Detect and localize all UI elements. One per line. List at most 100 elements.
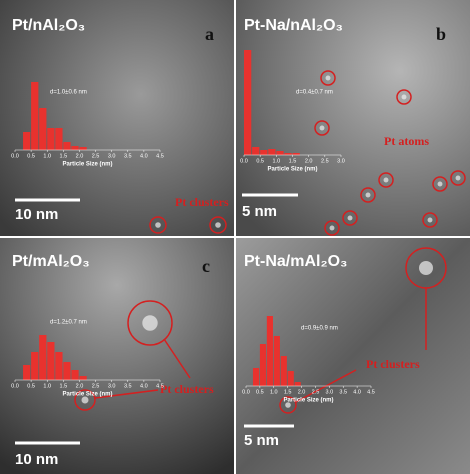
x-tick-label: 3.0 [326, 389, 334, 395]
histogram-bar [79, 376, 87, 380]
x-tick-label: 4.0 [353, 389, 361, 395]
scale-bar-label: 10 nm [15, 206, 58, 223]
panel-title: Pt/mAl₂O₃ [12, 253, 90, 270]
particle [347, 215, 353, 221]
histogram-stat: d=0.4±0.7 nm [296, 90, 333, 96]
histogram-bar [273, 336, 280, 386]
x-tick-label: 1.5 [60, 383, 68, 389]
histogram-bar [55, 128, 63, 150]
x-tick-label: 4.0 [140, 383, 148, 389]
highlight-circle [432, 176, 448, 192]
particle [325, 75, 331, 81]
highlight-circle [422, 212, 438, 228]
highlight-circle [396, 89, 412, 105]
histogram-bar [79, 147, 87, 150]
histogram-bar [252, 147, 260, 155]
histogram-bar [259, 344, 267, 386]
particle [142, 315, 158, 331]
particle [155, 222, 161, 228]
annotation: Pt clusters [366, 357, 420, 371]
particle [329, 225, 335, 231]
x-tick-label: 1.0 [273, 158, 281, 164]
x-tick-label: 2.0 [298, 389, 306, 395]
x-tick-label: 1.0 [43, 383, 51, 389]
highlight-circle [279, 396, 297, 414]
x-tick-label: 2.0 [76, 153, 84, 159]
histogram-bar [260, 150, 268, 155]
panel-image [0, 0, 234, 236]
particle [383, 177, 389, 183]
x-tick-label: 3.0 [337, 158, 345, 164]
particle [427, 217, 433, 223]
highlight-circle [209, 216, 227, 234]
x-tick-label: 2.0 [305, 158, 313, 164]
histogram-bar [23, 365, 31, 380]
histogram-bar [39, 108, 47, 150]
x-tick-label: 0.5 [27, 153, 35, 159]
histogram-bar [252, 368, 260, 386]
histogram-bar [244, 50, 252, 155]
panel-image [236, 0, 470, 236]
histogram-bar [71, 370, 79, 380]
histogram-bar [287, 371, 294, 386]
panel-title: Pt-Na/nAl₂O₃ [244, 17, 343, 34]
highlight-circle [324, 220, 340, 236]
x-tick-label: 1.5 [284, 389, 292, 395]
highlight-circle [450, 170, 466, 186]
x-tick-label: 2.0 [76, 383, 84, 389]
histogram-bar [71, 146, 79, 150]
highlight-circle [320, 70, 336, 86]
highlight-circle [378, 172, 394, 188]
x-tick-label: 0.0 [242, 389, 250, 395]
histogram-bar [31, 352, 39, 380]
panel-title: Pt/nAl₂O₃ [12, 17, 85, 34]
histogram-bar [47, 342, 55, 380]
x-tick-label: 0.5 [256, 158, 264, 164]
particle [455, 175, 461, 181]
histogram-stat: d=1.2±0.7 nm [50, 320, 87, 326]
highlight-circle [74, 389, 96, 411]
panel-letter: a [205, 24, 214, 44]
panel: Pt/mAl₂O₃ c 10 nm Pt clusters d=1.2±0.7 nm 0.… [11, 253, 214, 468]
x-tick-label: 2.5 [312, 389, 320, 395]
x-tick-label: 0.0 [11, 153, 19, 159]
x-tick-label: 0.0 [11, 383, 19, 389]
histogram-bar [284, 153, 292, 155]
panel: Pt/nAl₂O₃ a 10 nm Pt clusters d=1.0±0.6 nm 0.… [11, 17, 229, 234]
x-tick-label: 1.0 [270, 389, 278, 395]
x-tick-label: 3.5 [124, 153, 132, 159]
histogram-stat: d=0.9±0.9 nm [301, 326, 338, 332]
scale-bar-label: 5 nm [242, 203, 277, 220]
histogram-bar [39, 335, 47, 380]
histogram-bar [23, 132, 31, 150]
scale-bar-label: 10 nm [15, 451, 58, 468]
x-tick-label: 3.0 [108, 383, 116, 389]
x-tick-label: 3.5 [339, 389, 347, 395]
x-tick-label: 4.0 [140, 153, 148, 159]
histogram-bar [276, 151, 284, 155]
particle [319, 125, 325, 131]
annotation: Pt clusters [175, 195, 229, 209]
histogram-bar [280, 356, 287, 386]
x-tick-label: 0.5 [27, 383, 35, 389]
x-axis-label: Particle Size (nm) [62, 392, 112, 398]
x-tick-label: 2.5 [92, 153, 100, 159]
x-tick-label: 3.0 [108, 153, 116, 159]
pointer-line [163, 338, 191, 379]
histogram-bar [294, 382, 301, 386]
panel-letter: b [436, 24, 446, 44]
particle [215, 222, 221, 228]
x-tick-label: 4.5 [367, 389, 375, 395]
x-tick-label: 1.0 [43, 153, 51, 159]
panel-letter: c [202, 256, 210, 276]
panel-image [0, 238, 234, 474]
highlight-circle [149, 216, 167, 234]
particle [419, 261, 433, 275]
x-tick-label: 0.5 [256, 389, 264, 395]
highlight-circle [127, 300, 173, 346]
x-axis-label: Particle Size (nm) [62, 162, 112, 168]
particle [365, 192, 371, 198]
panel-title: Pt-Na/mAl₂O₃ [244, 253, 347, 270]
panel: Pt-Na/mAl₂O₃ 5 nm Pt clusters d=0.9±0.9 nm 0… [242, 247, 447, 449]
